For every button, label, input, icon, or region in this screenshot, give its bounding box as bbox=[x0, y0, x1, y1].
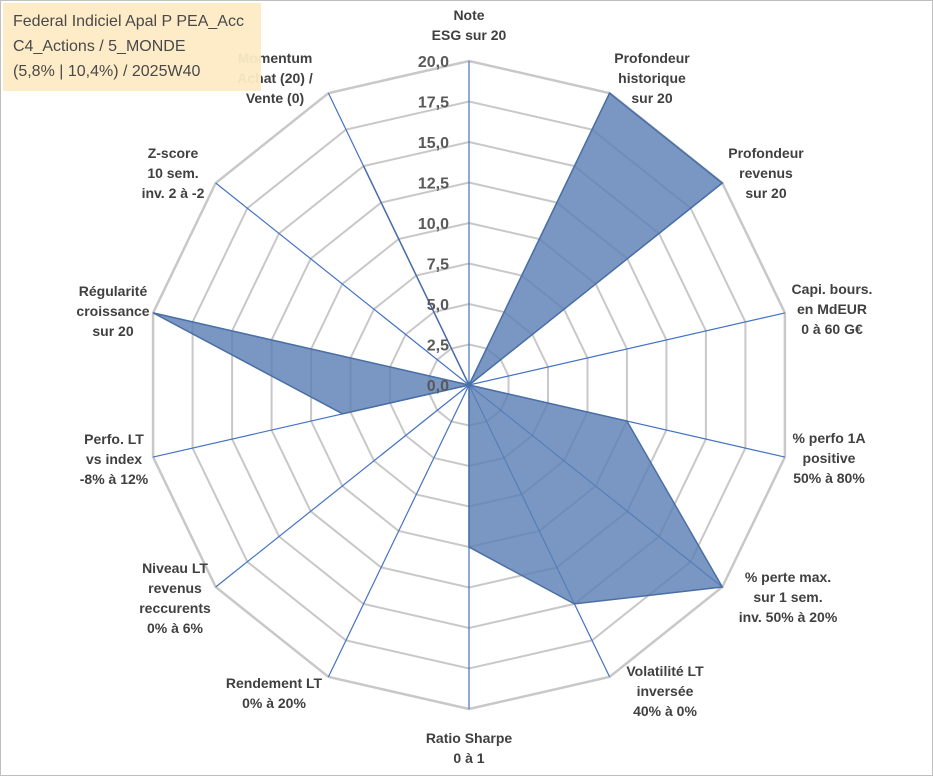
axis-label-9-line-3: 0% à 6% bbox=[147, 620, 204, 636]
axis-label-6: Volatilité LT inversée 40% à 0% bbox=[626, 663, 704, 719]
spoke-3 bbox=[468, 312, 786, 386]
axis-label-4-line-1: positive bbox=[803, 450, 856, 466]
title-line-1: Federal Indiciel Apal P PEA_Acc bbox=[13, 13, 244, 30]
axis-label-12-line-2: inv. 2 à -2 bbox=[142, 185, 205, 201]
axis-label-9-line-1: revenus bbox=[148, 580, 202, 596]
axis-label-1: Profondeur historique sur 20 bbox=[614, 50, 690, 106]
axis-label-9-line-2: reccurents bbox=[139, 600, 211, 616]
tick-label-4: 10,0 bbox=[418, 216, 449, 233]
radar-series bbox=[152, 91, 724, 605]
axis-label-11-line-0: Régularité bbox=[79, 283, 148, 299]
axis-label-3-line-2: 0 à 60 G€ bbox=[801, 321, 863, 337]
axis-label-6-line-1: inversée bbox=[637, 683, 694, 699]
axis-label-8-line-0: Rendement LT bbox=[226, 675, 323, 691]
radial-tick-labels: 0,0 2,5 5,0 7,5 10,0 12,5 15,0 17,5 20,0 bbox=[418, 54, 449, 395]
axis-label-10: Perfo. LT vs index -8% à 12% bbox=[80, 431, 149, 487]
axis-label-13-line-2: Vente (0) bbox=[246, 90, 304, 106]
axis-label-0-line-0: Note bbox=[453, 7, 484, 23]
axis-label-2-line-2: sur 20 bbox=[745, 185, 786, 201]
axis-label-4-line-0: % perfo 1A bbox=[792, 430, 865, 446]
title-line-2: C4_Actions / 5_MONDE bbox=[13, 38, 186, 55]
tick-label-5: 12,5 bbox=[418, 176, 449, 193]
tick-label-6: 15,0 bbox=[418, 135, 449, 152]
axis-label-3: Capi. bours. en MdEUR 0 à 60 G€ bbox=[792, 281, 873, 337]
axis-label-12: Z-score 10 sem. inv. 2 à -2 bbox=[142, 145, 205, 201]
tick-label-3: 7,5 bbox=[427, 257, 449, 274]
axis-label-10-line-2: -8% à 12% bbox=[80, 471, 149, 487]
axis-label-10-line-1: vs index bbox=[86, 451, 142, 467]
axis-label-6-line-2: 40% à 0% bbox=[633, 703, 697, 719]
tick-label-8: 20,0 bbox=[418, 54, 449, 71]
axis-label-11: Régularité croissance sur 20 bbox=[76, 283, 149, 339]
axis-label-7-line-0: Ratio Sharpe bbox=[426, 730, 513, 746]
axis-label-12-line-1: 10 sem. bbox=[147, 165, 198, 181]
axis-label-5-line-1: sur 1 sem. bbox=[753, 589, 822, 605]
tick-label-7: 17,5 bbox=[418, 95, 449, 112]
axis-label-9-line-0: Niveau LT bbox=[142, 560, 208, 576]
axis-label-7: Ratio Sharpe 0 à 1 bbox=[426, 730, 513, 766]
series-area bbox=[152, 91, 724, 605]
tick-label-2: 5,0 bbox=[427, 297, 449, 314]
axis-label-7-line-1: 0 à 1 bbox=[453, 750, 484, 766]
axis-label-5-line-0: % perte max. bbox=[745, 569, 831, 585]
axis-label-3-line-0: Capi. bours. bbox=[792, 281, 873, 297]
axis-label-1-line-2: sur 20 bbox=[631, 90, 672, 106]
chart-title-box: Federal Indiciel Apal P PEA_Acc C4_Actio… bbox=[3, 3, 261, 91]
spoke-8 bbox=[327, 384, 470, 678]
axis-label-10-line-0: Perfo. LT bbox=[84, 431, 144, 447]
axis-label-4: % perfo 1A positive 50% à 80% bbox=[792, 430, 865, 486]
axis-label-3-line-1: en MdEUR bbox=[797, 301, 867, 317]
axis-label-1-line-0: Profondeur bbox=[614, 50, 690, 66]
title-line-3: (5,8% | 10,4%) / 2025W40 bbox=[13, 63, 201, 80]
tick-label-1: 2,5 bbox=[427, 338, 449, 355]
axis-label-4-line-2: 50% à 80% bbox=[793, 470, 865, 486]
axis-label-2-line-0: Profondeur bbox=[728, 145, 804, 161]
axis-label-8: Rendement LT 0% à 20% bbox=[226, 675, 323, 711]
axis-label-2: Profondeur revenus sur 20 bbox=[728, 145, 804, 201]
axis-label-9: Niveau LT revenus reccurents 0% à 6% bbox=[139, 560, 211, 636]
axis-label-5: % perte max. sur 1 sem. inv. 50% à 20% bbox=[739, 569, 838, 625]
axis-label-12-line-0: Z-score bbox=[148, 145, 199, 161]
axis-label-2-line-1: revenus bbox=[739, 165, 793, 181]
axis-label-5-line-2: inv. 50% à 20% bbox=[739, 609, 838, 625]
axis-label-0-line-1: ESG sur 20 bbox=[432, 27, 507, 43]
axis-label-1-line-1: historique bbox=[618, 70, 686, 86]
spoke-12 bbox=[215, 182, 470, 386]
spoke-9 bbox=[215, 384, 470, 588]
axis-labels: Note ESG sur 20 Profondeur historique sur 20… bbox=[76, 7, 872, 766]
axis-label-11-line-2: sur 20 bbox=[92, 323, 133, 339]
axis-label-0: Note ESG sur 20 bbox=[432, 7, 507, 43]
axis-label-8-line-1: 0% à 20% bbox=[242, 695, 306, 711]
axis-label-11-line-1: croissance bbox=[76, 303, 149, 319]
tick-label-0: 0,0 bbox=[427, 378, 449, 395]
axis-label-6-line-0: Volatilité LT bbox=[626, 663, 704, 679]
